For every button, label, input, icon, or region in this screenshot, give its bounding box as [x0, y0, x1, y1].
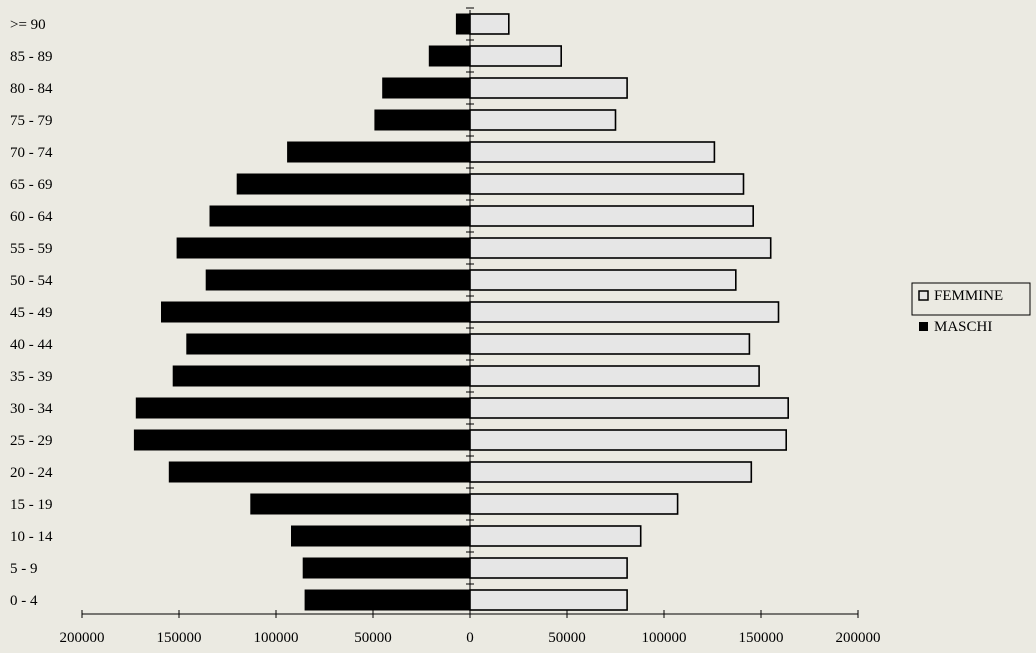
category-label: 30 - 34 [10, 401, 53, 417]
legend-label-femmine: FEMMINE [934, 288, 1003, 304]
bar-femmine-0 [469, 589, 628, 611]
category-label: 5 - 9 [10, 561, 38, 577]
category-label: 85 - 89 [10, 49, 53, 65]
axis-layer [81, 7, 859, 618]
category-label: 40 - 44 [10, 337, 53, 353]
bar-femmine-5 [469, 429, 788, 451]
bar-femmine-7 [469, 365, 760, 387]
bar-maschi-16 [382, 77, 471, 99]
bar-maschi-4 [168, 461, 471, 483]
bar-femmine-13 [469, 173, 745, 195]
bar-femmine-16 [469, 77, 628, 99]
category-label: 55 - 59 [10, 241, 53, 257]
category-label: 10 - 14 [10, 529, 53, 545]
bar-maschi-12 [209, 205, 471, 227]
bar-maschi-5 [133, 429, 471, 451]
bar-maschi-6 [135, 397, 471, 419]
category-label: 35 - 39 [10, 369, 53, 385]
bar-maschi-11 [176, 237, 471, 259]
x-tick-label: 150000 [157, 630, 202, 646]
x-tick-label: 200000 [60, 630, 105, 646]
bar-maschi-14 [287, 141, 471, 163]
bar-maschi-17 [428, 45, 471, 67]
bar-femmine-1 [469, 557, 628, 579]
bar-maschi-9 [161, 301, 471, 323]
bar-maschi-18 [455, 13, 471, 35]
bar-maschi-2 [291, 525, 471, 547]
bar-femmine-10 [469, 269, 737, 291]
category-label: 20 - 24 [10, 465, 53, 481]
category-label: 50 - 54 [10, 273, 53, 289]
x-tick-label: 200000 [836, 630, 881, 646]
bar-femmine-3 [469, 493, 679, 515]
category-label: 80 - 84 [10, 81, 53, 97]
bar-femmine-9 [469, 301, 780, 323]
category-label: 65 - 69 [10, 177, 53, 193]
category-label: 60 - 64 [10, 209, 53, 225]
bar-femmine-14 [469, 141, 716, 163]
category-label: 70 - 74 [10, 145, 53, 161]
bar-femmine-8 [469, 333, 751, 355]
category-label: 15 - 19 [10, 497, 53, 513]
bars-layer [133, 13, 790, 611]
bar-maschi-1 [302, 557, 471, 579]
legend: FEMMINE MASCHI [911, 282, 1031, 335]
bar-maschi-7 [172, 365, 471, 387]
bar-femmine-17 [469, 45, 562, 67]
bar-femmine-11 [469, 237, 772, 259]
legend-swatch-femmine [918, 290, 929, 301]
bar-maschi-13 [236, 173, 471, 195]
bar-maschi-3 [250, 493, 471, 515]
bar-maschi-10 [205, 269, 471, 291]
category-label: 45 - 49 [10, 305, 53, 321]
labels-layer: 200000 150000 100000 50000 0 50000 100000 15000… [10, 17, 881, 646]
bar-maschi-8 [186, 333, 471, 355]
x-tick-label: 100000 [254, 630, 299, 646]
bar-femmine-15 [469, 109, 617, 131]
legend-swatch-maschi [919, 322, 928, 331]
x-tick-label: 150000 [739, 630, 784, 646]
legend-label-maschi: MASCHI [934, 319, 992, 335]
bar-femmine-18 [469, 13, 510, 35]
bar-femmine-4 [469, 461, 753, 483]
category-label: 25 - 29 [10, 433, 53, 449]
x-tick-label: 0 [466, 630, 474, 646]
x-tick-label: 50000 [354, 630, 392, 646]
x-tick-label: 100000 [642, 630, 687, 646]
category-label: 0 - 4 [10, 593, 38, 609]
category-label: 75 - 79 [10, 113, 53, 129]
bar-femmine-2 [469, 525, 642, 547]
x-tick-label: 50000 [548, 630, 586, 646]
bar-maschi-0 [304, 589, 471, 611]
bar-femmine-12 [469, 205, 755, 227]
bar-femmine-6 [469, 397, 790, 419]
legend-box [911, 282, 1031, 316]
bar-maschi-15 [374, 109, 471, 131]
category-label: >= 90 [10, 17, 46, 33]
